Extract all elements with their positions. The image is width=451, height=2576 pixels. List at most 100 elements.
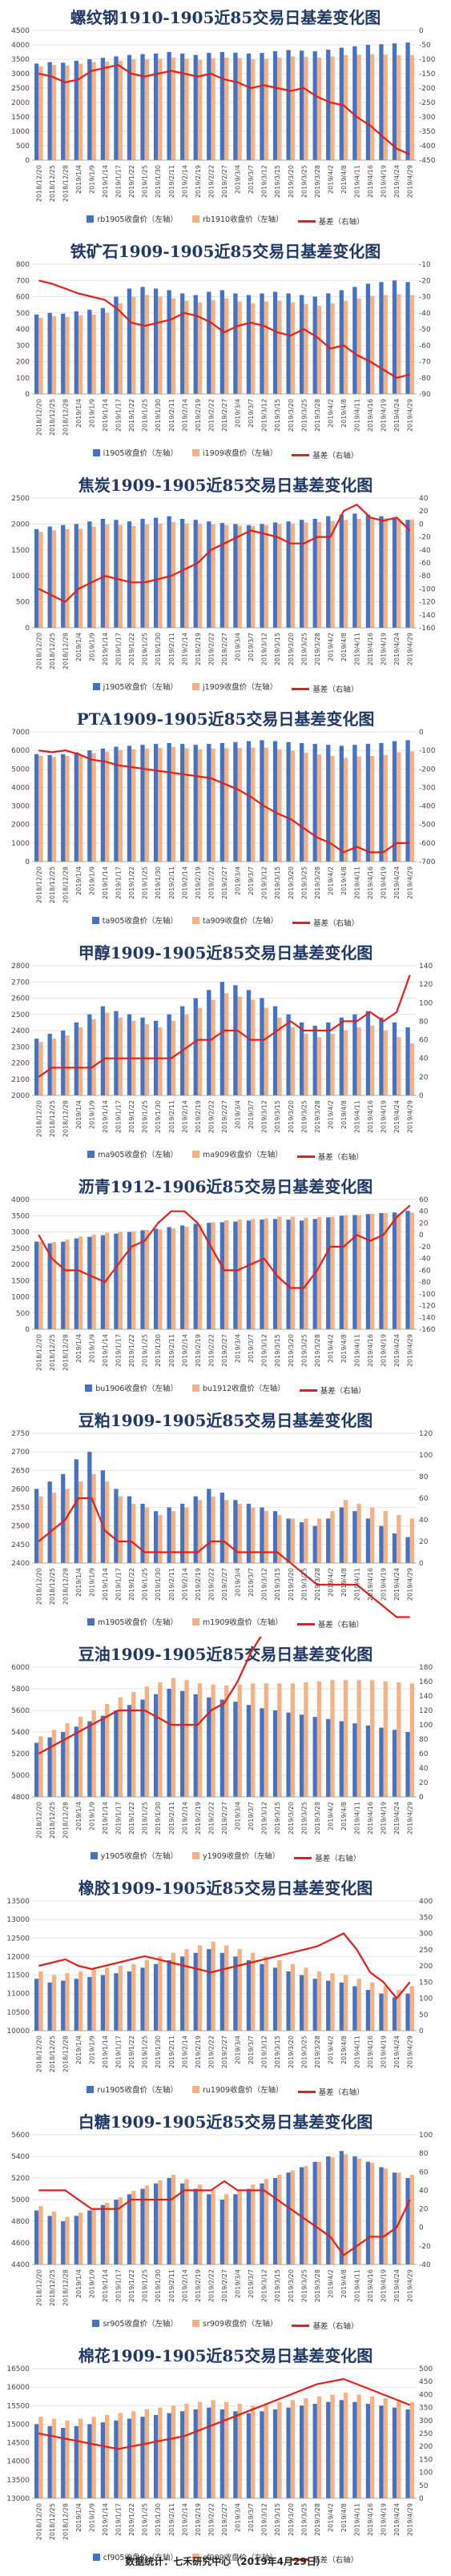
- x-tick-label: 2019/3/28: [314, 1568, 321, 1601]
- bar-near: [260, 293, 264, 394]
- x-tick-label: 2019/2/27: [221, 1568, 228, 1601]
- bar-near: [47, 754, 52, 862]
- bar-far: [184, 1507, 189, 1563]
- x-tick-label: 2019/4/11: [354, 165, 361, 198]
- x-tick-label: 2019/3/4: [235, 2035, 242, 2064]
- y-tick-label: 2450: [11, 1541, 30, 1549]
- bar-near: [326, 1718, 331, 1797]
- bar-far: [251, 1219, 256, 1329]
- bar-far: [330, 1973, 335, 2031]
- legend-swatch: [191, 448, 199, 456]
- y2-tick-label: 20: [419, 1538, 429, 1546]
- bar-near: [61, 62, 66, 160]
- bar-near: [207, 1949, 211, 2031]
- y-tick-label: 5800: [11, 1686, 30, 1694]
- x-tick-label: 2019/3/12: [261, 1334, 268, 1367]
- x-tick-label: 2019/2/27: [221, 165, 228, 198]
- chart-legend: rb1905收盘价（左轴） rb1910收盘价（左轴） 基差（右轴）: [0, 213, 451, 227]
- x-tick-label: 2019/1/22: [128, 2035, 135, 2068]
- bar-near: [61, 1241, 66, 1329]
- y-tick-label: 400: [16, 326, 30, 334]
- y2-tick-label: -400: [419, 143, 436, 151]
- y-tick-label: 2300: [11, 1043, 30, 1051]
- y-tick-label: 7000: [11, 729, 30, 737]
- bar-far: [105, 1703, 110, 1797]
- x-tick-label: 2019/1/9: [88, 2035, 95, 2064]
- legend-swatch: [292, 2324, 310, 2327]
- y2-tick-label: -20: [419, 1244, 431, 1252]
- bar-far: [370, 1025, 375, 1095]
- bar-near: [61, 1031, 66, 1095]
- x-tick-label: 2019/4/19: [381, 2035, 388, 2068]
- y2-tick-label: 0: [419, 2224, 424, 2232]
- legend-swatch: [191, 1851, 199, 1859]
- chart-panel-9: 白糖1909-1905近85交易日基差变化图 4400 4600 4800 5000 52…: [0, 2104, 451, 2337]
- x-tick-label: 2018/12/25: [49, 2269, 56, 2306]
- bar-far: [197, 524, 203, 628]
- bar-near: [379, 1525, 384, 1563]
- bar-far: [397, 2172, 401, 2265]
- y-tick-label: 2550: [11, 1505, 30, 1513]
- y2-tick-label: 350: [419, 2405, 433, 2413]
- bar-near: [365, 1990, 371, 2031]
- bar-far: [290, 302, 296, 394]
- x-tick-label: 2019/1/14: [102, 1568, 109, 1601]
- x-tick-label: 2019/2/22: [207, 165, 215, 198]
- x-tick-label: 2019/1/9: [88, 399, 95, 428]
- x-tick-label: 2019/3/20: [288, 2035, 295, 2068]
- x-tick-label: 2019/2/14: [181, 2269, 188, 2302]
- bar-near: [100, 2422, 106, 2498]
- x-tick-label: 2019/1/30: [155, 1568, 162, 1601]
- y-tick-label: 200: [16, 359, 30, 367]
- x-tick-label: 2019/2/11: [168, 1802, 175, 1835]
- y2-tick-label: 0: [419, 1232, 424, 1240]
- bar-far: [91, 1019, 96, 1095]
- y-tick-label: 4500: [11, 27, 30, 35]
- y-tick-label: 1500: [11, 547, 30, 555]
- x-tick-label: 2019/3/7: [248, 2035, 255, 2064]
- bar-far: [105, 1481, 110, 1563]
- legend-item: y1909收盘价（左轴）: [191, 1850, 280, 1861]
- bar-near: [153, 1963, 159, 2031]
- y-tick-label: 1000: [11, 128, 30, 136]
- y2-tick-label: -160: [419, 625, 436, 633]
- x-tick-label: 2019/3/28: [314, 866, 321, 899]
- bar-near: [326, 1217, 331, 1329]
- y2-tick-label: -450: [419, 157, 436, 165]
- bar-far: [251, 999, 256, 1095]
- y-tick-label: 5000: [11, 766, 30, 774]
- y2-tick-label: -60: [419, 342, 431, 350]
- y-tick-label: 14000: [6, 2458, 30, 2466]
- x-tick-label: 2018/12/28: [62, 399, 69, 436]
- x-tick-label: 2019/1/4: [75, 2035, 83, 2064]
- bar-near: [219, 2409, 224, 2498]
- bar-far: [65, 528, 70, 628]
- bar-near: [352, 1215, 357, 1329]
- legend-swatch: [85, 1384, 93, 1392]
- y-tick-label: 2000: [11, 99, 30, 107]
- y-tick-label: 500: [16, 599, 30, 607]
- bar-near: [74, 60, 79, 160]
- x-tick-label: 2018/12/20: [35, 165, 42, 202]
- bar-near: [127, 288, 132, 394]
- bar-far: [197, 1683, 203, 1797]
- bar-far: [171, 1020, 176, 1095]
- x-tick-label: 2019/4/2: [327, 165, 334, 194]
- bar-near: [87, 2424, 92, 2498]
- bar-near: [405, 1211, 410, 1329]
- y2-tick-label: -600: [419, 840, 436, 848]
- x-tick-label: 2019/2/22: [207, 633, 215, 665]
- x-tick-label: 2019/3/7: [248, 2503, 255, 2532]
- x-tick-label: 2019/4/11: [354, 2035, 361, 2068]
- bar-near: [74, 2216, 79, 2265]
- y2-tick-label: 100: [419, 2132, 433, 2140]
- bar-far: [251, 747, 256, 862]
- x-tick-label: 2019/3/12: [261, 1802, 268, 1835]
- bar-near: [167, 1227, 171, 1329]
- x-tick-label: 2019/2/19: [195, 1802, 202, 1835]
- bar-near: [272, 1006, 278, 1095]
- bar-far: [330, 1511, 335, 1563]
- bar-far: [330, 1680, 335, 1797]
- y-tick-label: 2400: [11, 1560, 30, 1568]
- x-tick-label: 2019/3/20: [288, 866, 295, 899]
